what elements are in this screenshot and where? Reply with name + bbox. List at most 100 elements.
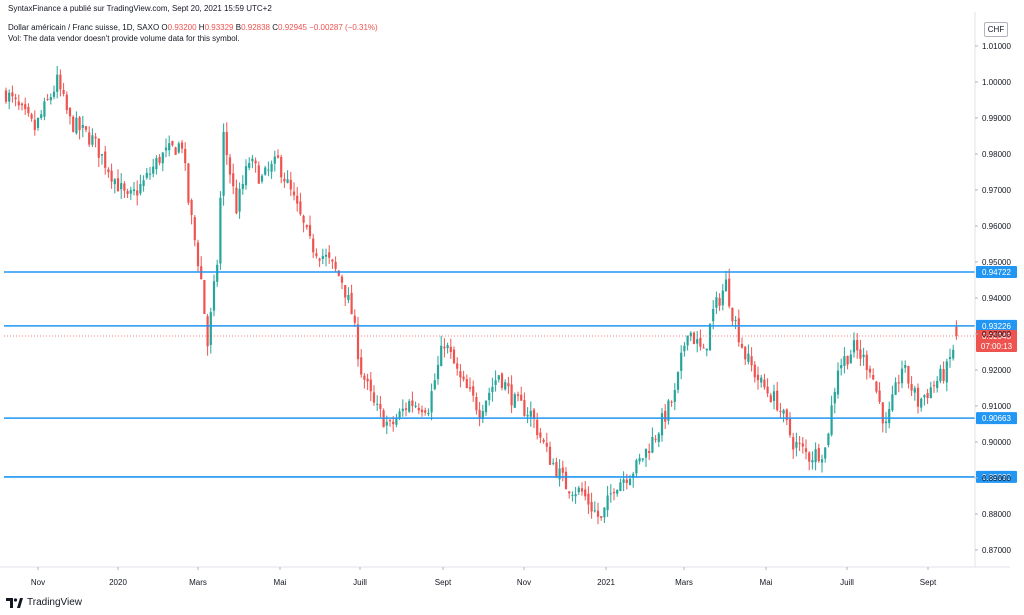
candle-body	[849, 354, 852, 364]
candle-body	[404, 408, 408, 410]
candle-body	[689, 332, 692, 337]
candle-body	[100, 154, 104, 156]
candle-body	[184, 148, 187, 164]
candle-body	[881, 402, 884, 424]
candle-body	[763, 379, 766, 388]
candle-body	[363, 375, 366, 380]
candle-body	[356, 324, 360, 360]
candle-body	[113, 179, 116, 185]
candle-body	[603, 507, 606, 518]
candle-body	[657, 433, 660, 442]
candle-body	[443, 346, 446, 349]
candle-body	[312, 238, 315, 253]
candle-body	[542, 439, 545, 442]
price-tick-label: 0.92000	[982, 366, 1011, 375]
candle-body	[932, 385, 936, 387]
candle-body	[305, 225, 308, 228]
candle-body	[376, 403, 379, 405]
candle-body	[139, 184, 142, 194]
candle-body	[408, 401, 411, 412]
candle-body	[449, 346, 452, 353]
candle-body	[660, 413, 664, 436]
candle-body	[190, 200, 193, 216]
candle-body	[830, 405, 833, 435]
candle-body	[366, 378, 369, 382]
high-value: 0.93329	[204, 23, 234, 32]
candle-body	[484, 400, 488, 413]
candle-body	[715, 297, 718, 308]
candle-body	[801, 443, 804, 447]
candle-body	[65, 94, 68, 111]
currency-button[interactable]: CHF	[984, 22, 1008, 37]
candle-body	[852, 340, 856, 353]
candle-body	[4, 90, 8, 102]
candle-body	[84, 126, 88, 130]
candle-body	[62, 90, 65, 94]
candle-body	[952, 349, 955, 359]
candle-body	[897, 382, 900, 384]
candle-body	[427, 412, 430, 415]
candle-body	[504, 382, 507, 390]
candle-body	[174, 147, 177, 155]
candle-body	[516, 394, 520, 396]
candle-body	[910, 384, 913, 391]
price-tick-label: 0.87000	[982, 546, 1011, 555]
candle-body	[478, 409, 481, 418]
candle-body	[913, 388, 916, 393]
candle-body	[686, 335, 689, 346]
time-axis: Nov 2020 Mars Mai Juill Sept Nov 2021 Mars Mai Jui…	[0, 566, 1010, 587]
candle-body	[747, 353, 750, 362]
candle-body	[180, 142, 184, 149]
candle-body	[116, 178, 120, 192]
candle-body	[571, 494, 574, 496]
candle-body	[580, 488, 584, 492]
level-price-label: 0.93226	[982, 322, 1011, 331]
candle-body	[475, 396, 478, 411]
candle-body	[923, 395, 926, 398]
time-tick-label: Sept	[435, 578, 452, 587]
candle-body	[772, 391, 776, 401]
candle-body	[276, 155, 280, 158]
candle-body	[587, 493, 590, 505]
candle-body	[568, 491, 571, 494]
tradingview-logo[interactable]: TradingView	[6, 597, 82, 608]
candle-body	[257, 165, 260, 184]
candle-body	[827, 433, 830, 446]
candle-body	[344, 285, 347, 298]
candle-body	[945, 361, 948, 383]
price-tick-label: 1.00000	[982, 78, 1011, 87]
candle-body	[782, 410, 785, 414]
candle-body	[744, 346, 747, 360]
candle-body	[529, 410, 532, 417]
candle-body	[75, 117, 78, 134]
candle-body	[472, 386, 475, 396]
candle-body	[718, 297, 721, 306]
candle-body	[145, 172, 148, 178]
price-tick-label: 0.94000	[982, 294, 1011, 303]
change-value: −0.00287 (−0.31%)	[309, 23, 378, 32]
candle-body	[222, 131, 225, 196]
candle-body	[292, 191, 296, 196]
candle-body	[740, 343, 744, 348]
time-tick-label: Juill	[840, 578, 854, 587]
candle-body	[766, 386, 769, 394]
candle-body	[46, 99, 49, 101]
tradingview-brand: TradingView	[27, 597, 83, 608]
low-value: 0.92838	[241, 23, 270, 32]
candle-body	[136, 190, 139, 196]
candle-body	[926, 393, 929, 398]
price-tick-label: 0.97000	[982, 186, 1011, 195]
candle-body	[929, 387, 932, 399]
level-price-label: 0.90663	[982, 414, 1011, 423]
candle-body	[888, 409, 891, 424]
candle-body	[126, 191, 129, 194]
candle-body	[286, 179, 289, 183]
candle-body	[420, 409, 424, 413]
price-tick-label: 0.98000	[982, 150, 1011, 159]
level-price-label: 0.94722	[982, 268, 1011, 277]
candle-body	[760, 377, 763, 383]
level-price-tag	[976, 319, 1017, 332]
price-tick-label: 0.95000	[982, 258, 1011, 267]
candle-body	[868, 368, 872, 373]
